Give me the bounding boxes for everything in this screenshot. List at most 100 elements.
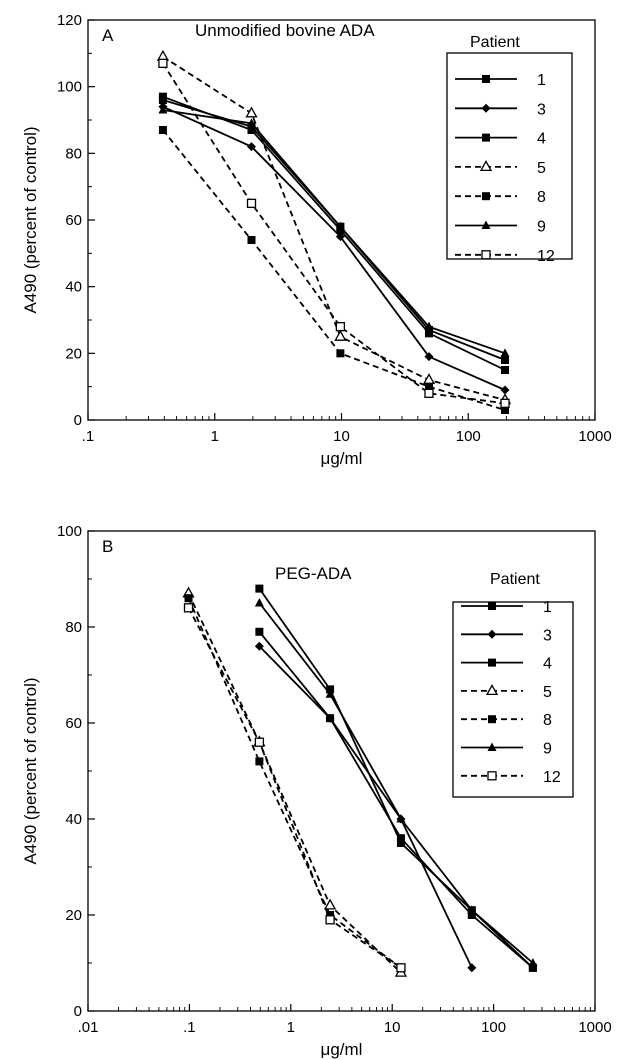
legend-entry: 12: [455, 248, 555, 265]
y-tick-label: 100: [57, 79, 82, 96]
panel-b: 0 20 40 60 80 100 .01 .1 1 10 100 1000 μg/ml A490 (pe…: [21, 523, 612, 1059]
legend-marker: [481, 250, 491, 260]
data-point: [325, 915, 335, 925]
legend-label: 8: [543, 712, 552, 729]
series-12: [158, 58, 510, 408]
panel-title: Unmodified bovine ADA: [195, 21, 375, 40]
y-tick-label: 120: [57, 12, 82, 29]
y-tick-label: 100: [57, 523, 82, 540]
legend-label: 12: [543, 769, 561, 786]
data-point: [467, 963, 477, 973]
y-tick-label: 80: [65, 145, 82, 162]
data-point: [158, 58, 168, 68]
series-9: [254, 598, 538, 967]
panel-label: B: [102, 537, 113, 556]
data-point: [335, 322, 346, 332]
data-point: [501, 406, 510, 414]
legend-label: 9: [537, 219, 546, 236]
x-tick-label: .1: [183, 1019, 196, 1036]
legend-marker: [481, 220, 491, 229]
data-point: [325, 689, 335, 698]
data-point: [500, 385, 510, 395]
data-point: [424, 352, 434, 362]
x-tick-label: 100: [456, 428, 481, 445]
series-8: [184, 594, 405, 972]
series-9: [158, 105, 510, 357]
y-tick-label: 0: [74, 412, 82, 429]
data-point: [424, 329, 433, 338]
series-3: [158, 102, 510, 395]
data-point: [501, 366, 510, 374]
legend-entry: 5: [455, 160, 546, 177]
legend-entry: 9: [461, 741, 552, 758]
legend-label: 9: [543, 741, 552, 758]
x-tick-label: 100: [481, 1019, 506, 1036]
legend-marker: [488, 658, 496, 667]
legend-entry: 4: [455, 131, 546, 148]
legend-marker: [482, 192, 490, 201]
data-point: [247, 236, 256, 244]
legend-entry: 5: [461, 684, 552, 701]
series-line: [187, 597, 402, 969]
series-line: [162, 62, 506, 405]
data-point: [334, 329, 347, 341]
y-tick-label: 40: [65, 279, 82, 296]
legend-label: 12: [537, 248, 555, 265]
x-axis-label: μg/ml: [321, 449, 363, 468]
data-point: [335, 232, 345, 242]
data-point: [501, 356, 510, 364]
legend-label: 3: [537, 101, 546, 118]
legend-label: 8: [537, 189, 546, 206]
data-point: [183, 603, 194, 613]
data-point: [254, 641, 264, 651]
x-tick-label: .1: [82, 428, 95, 445]
data-point: [245, 106, 258, 118]
legend-marker: [479, 160, 493, 172]
legend-entry: 9: [455, 219, 546, 236]
legend-title: Patient: [470, 34, 520, 51]
legend-title: Patient: [490, 571, 540, 588]
data-point: [424, 388, 434, 398]
panel-title: PEG-ADA: [275, 564, 352, 583]
x-tick-label: 1: [211, 428, 219, 445]
x-axis-label: μg/ml: [321, 1040, 363, 1059]
y-tick-label: 80: [65, 619, 82, 636]
legend-entry: 8: [461, 712, 552, 729]
y-tick-label: 60: [65, 212, 82, 229]
legend-label: 4: [537, 131, 546, 148]
y-tick-label: 60: [65, 715, 82, 732]
y-axis-label: A490 (percent of control): [21, 126, 40, 313]
data-point: [254, 737, 265, 747]
data-point: [528, 963, 537, 972]
legend-marker: [487, 629, 497, 639]
series-8: [158, 126, 510, 414]
y-axis-label: A490 (percent of control): [21, 677, 40, 864]
legend-marker: [482, 75, 490, 83]
data-point: [158, 92, 167, 101]
panel-a: 0 20 40 60 80 100 120 .1 1 10 100 1000 μg/ml A490 (pe…: [21, 12, 612, 468]
data-point: [247, 142, 257, 152]
data-point: [500, 398, 510, 408]
legend-entry: 1: [461, 599, 552, 616]
legend-entry: 12: [461, 769, 561, 786]
legend-label: 5: [543, 684, 552, 701]
y-tick-label: 40: [65, 811, 82, 828]
legend-marker: [481, 103, 491, 113]
data-point: [424, 321, 434, 331]
series-12: [183, 603, 406, 973]
data-point: [326, 714, 335, 723]
data-point: [158, 105, 168, 114]
series-4: [255, 627, 537, 972]
data-point: [255, 584, 264, 593]
data-point: [396, 834, 405, 843]
data-point: [396, 839, 405, 847]
series-line: [187, 593, 402, 974]
data-point: [335, 221, 345, 231]
legend-marker: [487, 742, 497, 751]
data-point: [247, 126, 256, 134]
data-point: [396, 963, 406, 973]
data-point: [247, 118, 257, 127]
legend-entry: 3: [455, 101, 546, 118]
legend-entry: 4: [461, 656, 552, 673]
